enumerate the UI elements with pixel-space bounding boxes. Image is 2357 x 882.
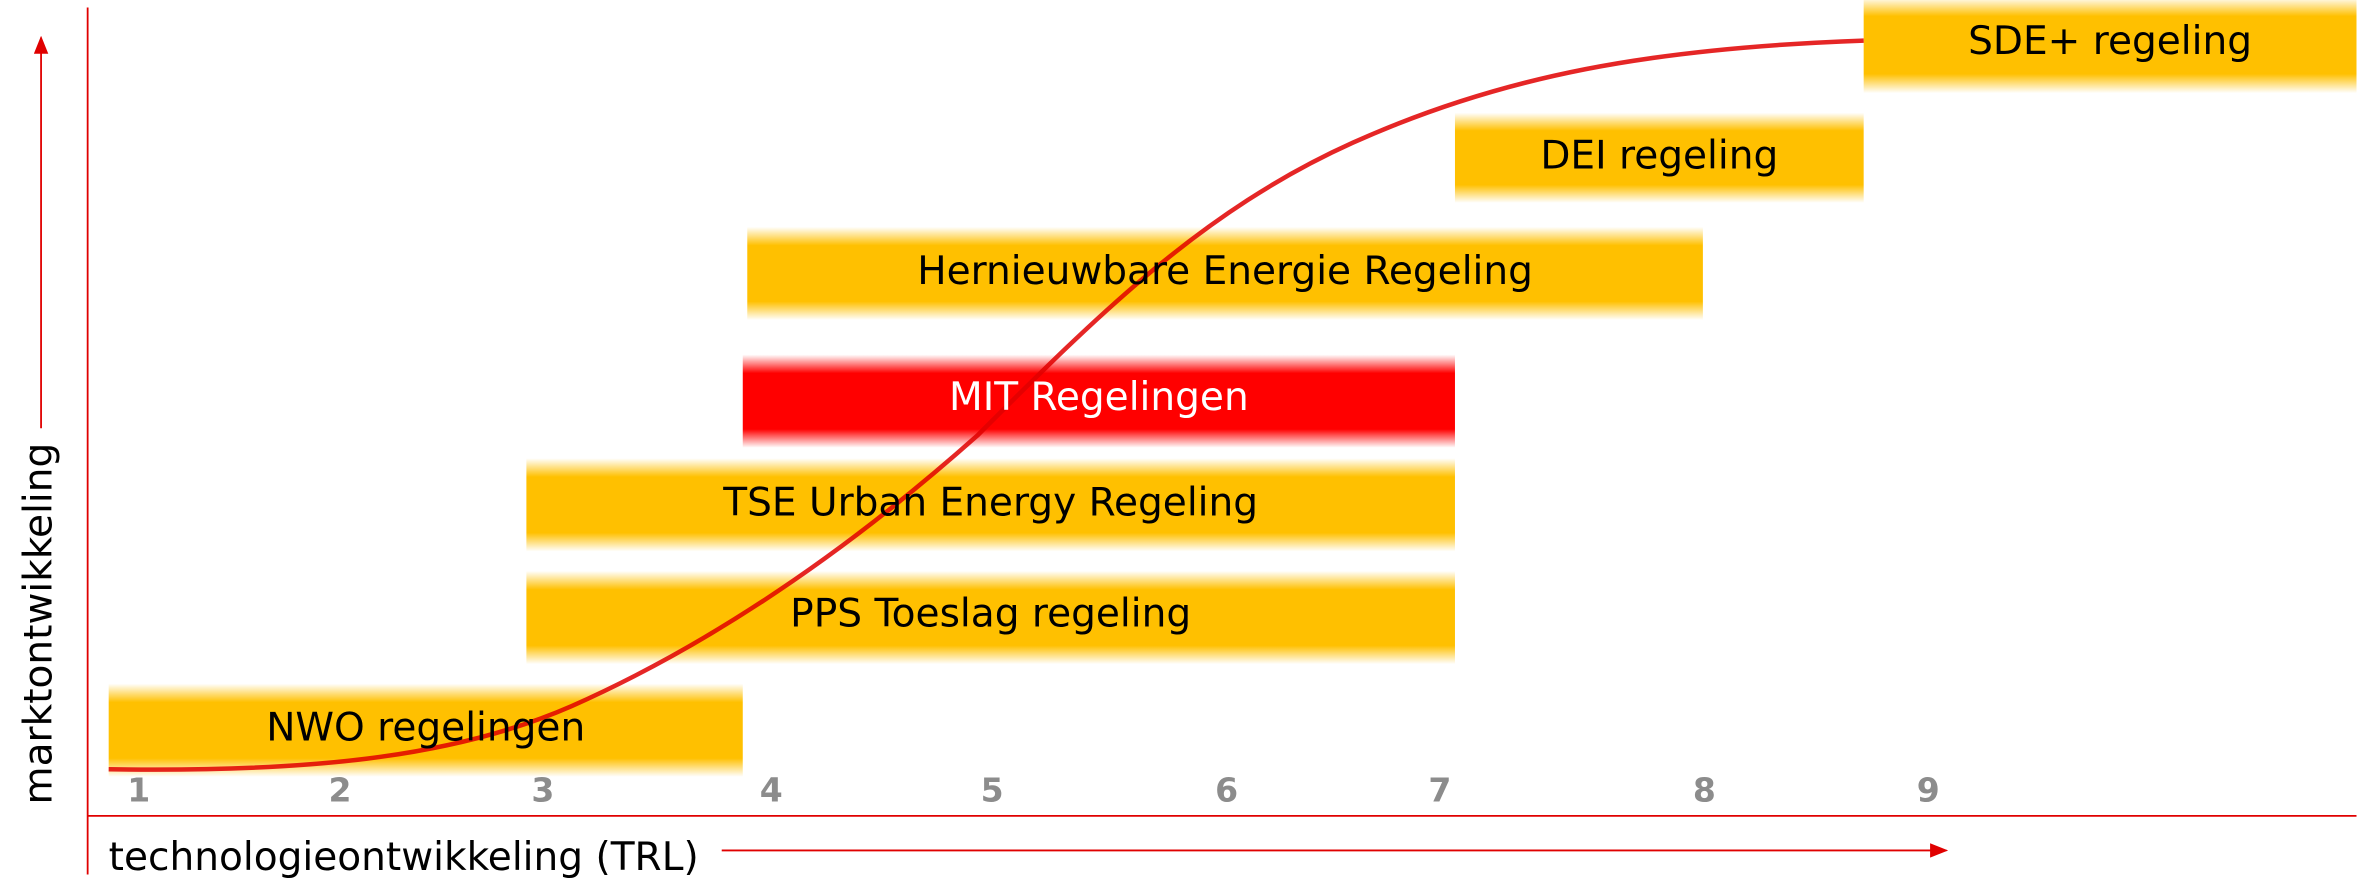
x-axis-label: technologieontwikkeling (TRL) — [109, 835, 699, 880]
scheme-label: TSE Urban Energy Regeling — [722, 480, 1258, 525]
scheme-bar — [1863, 0, 2357, 94]
scheme-label: Hernieuwbare Energie Regeling — [917, 249, 1533, 294]
scheme-bar — [1454, 112, 1864, 203]
scheme-label: SDE+ regeling — [1968, 19, 2252, 64]
trl-label: 6 — [1215, 770, 1238, 809]
s-curve — [108, 38, 1864, 772]
trl-label: 1 — [127, 770, 150, 809]
trl-label: 3 — [531, 770, 554, 809]
trl-label: 8 — [1693, 770, 1716, 809]
scheme-bar — [742, 354, 1455, 448]
y-axis-label: marktontwikkeling — [17, 443, 62, 805]
scheme-label: MIT Regelingen — [949, 375, 1249, 420]
scheme-bar — [108, 683, 743, 777]
trl-label: 5 — [981, 770, 1004, 809]
trl-label: 7 — [1428, 770, 1451, 809]
trl-label: 9 — [1917, 770, 1940, 809]
scheme-bar — [526, 458, 1455, 552]
scheme-bar — [747, 226, 1703, 321]
trl-label: 2 — [329, 770, 352, 809]
scheme-label: PPS Toeslag regeling — [790, 592, 1191, 637]
trl-label: 4 — [760, 770, 783, 809]
scheme-label: DEI regeling — [1540, 133, 1778, 178]
scheme-label: NWO regelingen — [266, 706, 585, 751]
